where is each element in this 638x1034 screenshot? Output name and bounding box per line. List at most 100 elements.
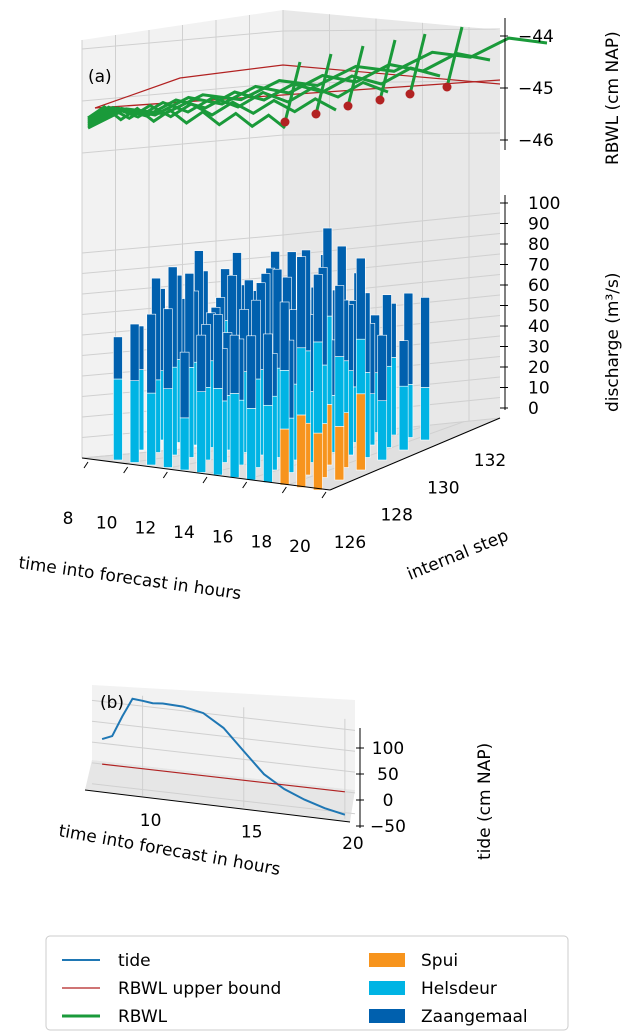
discharge-tick-label: 90 — [528, 215, 550, 235]
x-tick-label: 12 — [135, 518, 157, 538]
panel-a-xlabel: time into forecast in hours — [17, 553, 242, 604]
y-axis-line — [329, 417, 501, 491]
legend-label: Helsdeur — [421, 979, 497, 999]
grid-line-discharge — [81, 253, 501, 295]
grid-line-rbwl — [81, 80, 501, 102]
discharge-tick-label: 20 — [528, 358, 550, 378]
b-z-tick-label: 0 — [383, 791, 394, 811]
legend-box — [45, 935, 569, 1031]
bar-helsdeur — [113, 378, 123, 461]
rbwl-point — [442, 82, 452, 92]
rbwl-line — [87, 66, 441, 126]
rbwl-iteration-line — [445, 26, 464, 88]
bar-zaangemaal — [263, 333, 273, 406]
panel-a-axes: 8 10 12 14 16 18 20 126128130132010203040506070… — [63, 18, 560, 557]
b-z-tick-label: 100 — [372, 739, 404, 759]
rbwl-point — [280, 117, 290, 127]
legend-patch — [369, 953, 405, 967]
y-tick-label: 132 — [474, 451, 506, 471]
panel-a-discharge-label: discharge (m³/s) — [603, 273, 623, 412]
legend: tide RBWL upper bound RBWL Spui Helsdeur Zaan… — [45, 935, 569, 1031]
panel-a-ylabel: internal step — [404, 526, 511, 585]
legend-patch — [369, 1009, 405, 1023]
rbwl-upper-bound-line-b — [102, 763, 345, 793]
rbwl-line — [87, 80, 389, 124]
panel-b-back-wall — [92, 685, 355, 790]
discharge-tick-label: 40 — [528, 317, 550, 337]
bar-helsdeur — [196, 391, 207, 473]
x-tick-label: 10 — [96, 514, 118, 534]
discharge-tick-label: 60 — [528, 276, 550, 296]
rbwl-tick-label: −46 — [518, 131, 554, 151]
bar-zaangemaal — [246, 335, 257, 409]
b-grid-line — [91, 720, 356, 752]
bar-spui — [313, 432, 323, 491]
legend-label: Spui — [421, 951, 458, 971]
rbwl-line — [87, 97, 337, 122]
x-tick — [162, 471, 168, 479]
bar-helsdeur — [263, 404, 273, 483]
grid-line-discharge — [81, 212, 501, 254]
bar-zaangemaal — [334, 285, 345, 357]
bar-helsdeur — [334, 356, 345, 427]
rbwl-iteration-line — [408, 33, 427, 95]
bar-helsdeur — [146, 392, 157, 466]
bar-zaangemaal — [355, 257, 366, 340]
bar-zaangemaal — [213, 314, 223, 389]
x-tick — [281, 486, 287, 494]
bar-zaangemaal — [129, 323, 140, 381]
x-tick-label: 18 — [251, 532, 273, 552]
b-x-tick-label: 20 — [342, 834, 364, 854]
b-grid-line — [91, 699, 356, 731]
discharge-tick-label: 50 — [528, 297, 550, 317]
panel-a-3d-chart: 8 10 12 14 16 18 20 126128130132010203040506070… — [17, 10, 623, 604]
bar-zaangemaal — [146, 313, 157, 394]
bar-zaangemaal — [179, 351, 190, 419]
tide-line — [101, 697, 346, 816]
rbwl-tick-label: −44 — [518, 27, 554, 47]
y-tick-label: 130 — [427, 478, 459, 498]
bar-zaangemaal — [229, 334, 240, 394]
b-z-tick-label: −50 — [370, 817, 406, 837]
panel-a-rbwl-label: RBWL (cm NAP) — [603, 31, 623, 165]
bar-helsdeur — [398, 385, 409, 451]
bar-helsdeur — [355, 338, 366, 395]
rbwl-line — [87, 36, 548, 130]
panel-b-axes: 10 15 20 100 50 0 −50 — [84, 728, 406, 854]
x-tick — [242, 481, 248, 489]
panel-b-zlabel: tide (cm NAP) — [475, 743, 495, 860]
y-tick-label: 126 — [334, 533, 366, 553]
grid-line-rbwl — [81, 132, 501, 154]
x-tick-label: 8 — [63, 509, 74, 529]
rbwl-tick-label: −45 — [518, 79, 554, 99]
bar-helsdeur — [229, 393, 240, 478]
discharge-tick-label: 10 — [528, 379, 550, 399]
legend-label: RBWL upper bound — [118, 979, 281, 999]
x-tick — [83, 461, 89, 469]
bar-spui — [296, 414, 307, 488]
bar-zaangemaal — [279, 301, 290, 371]
bar-zaangemaal — [313, 274, 323, 343]
bar-helsdeur — [377, 400, 388, 461]
discharge-tick-label: 80 — [528, 235, 550, 255]
rbwl-line — [87, 51, 491, 128]
x-tick-label: 16 — [212, 528, 234, 548]
panel-a-label: (a) — [88, 67, 112, 87]
rbwl-line — [87, 104, 286, 130]
x-tick — [321, 491, 327, 499]
b-x-axis-line — [84, 789, 351, 823]
grid-line-discharge — [81, 233, 501, 274]
bar-zaangemaal — [163, 308, 173, 389]
bar-zaangemaal — [420, 297, 430, 388]
discharge-tick-label: 0 — [528, 399, 539, 419]
legend-label: tide — [118, 951, 151, 971]
bar-helsdeur — [213, 388, 223, 476]
panel-a-bars — [113, 227, 430, 491]
x-tick — [202, 476, 208, 484]
legend-patch — [369, 981, 405, 995]
x-axis-line — [81, 457, 331, 491]
bar-helsdeur — [296, 347, 307, 416]
panel-b-lines — [101, 697, 346, 816]
